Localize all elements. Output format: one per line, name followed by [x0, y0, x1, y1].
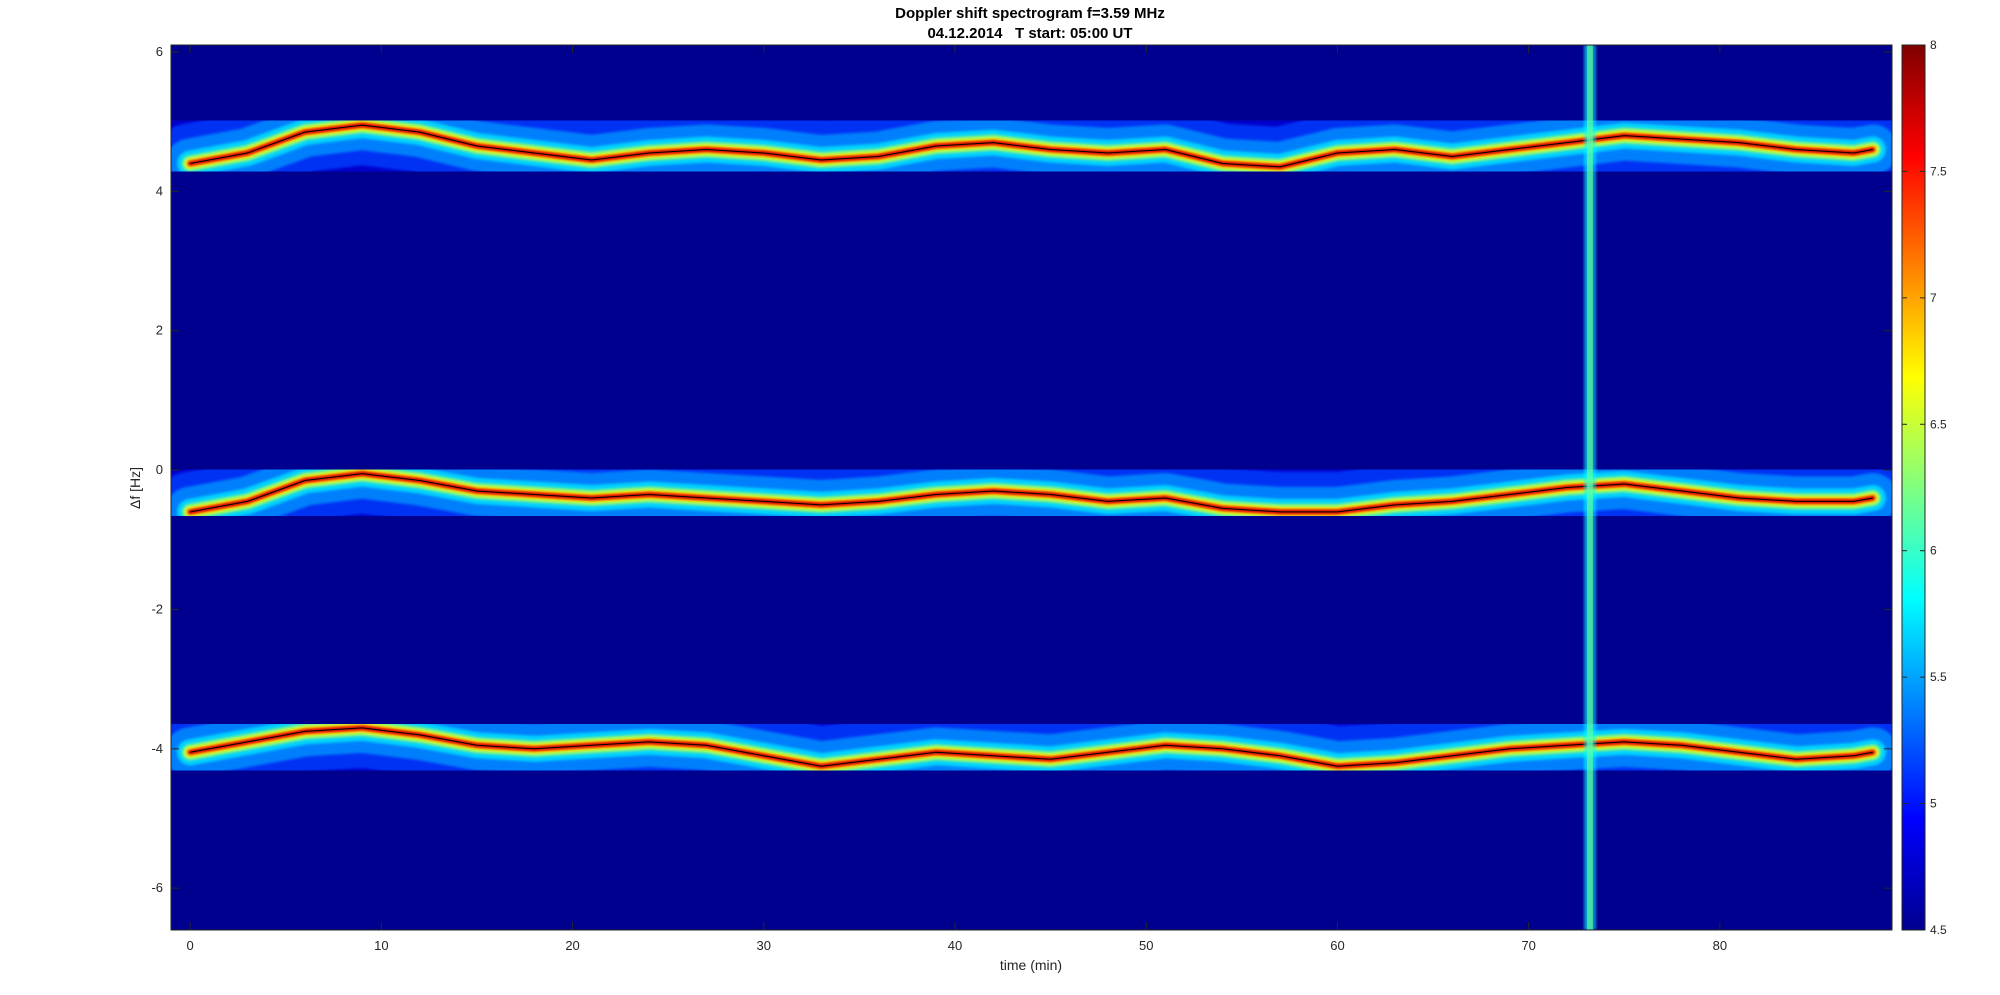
colorbar-tick-label: 7: [1930, 291, 1937, 305]
plot-frame: [170, 44, 1893, 931]
y-tick-label: 2: [156, 323, 163, 338]
chart-title: Doppler shift spectrogram f=3.59 MHz: [895, 5, 1165, 22]
interference-stripe-core: [1586, 45, 1593, 930]
y-axis-label: Δf [Hz]: [127, 467, 143, 509]
colorbar-tick-label: 8: [1930, 38, 1937, 52]
x-axis-label: time (min): [1000, 957, 1062, 973]
y-tick-label: 6: [156, 44, 163, 59]
colorbar-tick-label: 4.5: [1930, 923, 1947, 937]
y-tick-label: 4: [156, 183, 163, 198]
x-tick-label: 50: [1139, 938, 1153, 953]
y-tick-label: -6: [151, 880, 163, 895]
colorbar-tick-label: 7.5: [1930, 164, 1947, 178]
colorbar-ticks: 8 7.5 7 6.5 6 5.5 5 4.5: [1902, 38, 1947, 937]
doppler-trace-line: [190, 473, 1873, 513]
x-axis: 0 10 20 30 40 50 60 70 80: [187, 45, 1727, 953]
colorbar-tick-label: 6: [1930, 544, 1937, 558]
x-tick-label: 0: [187, 938, 194, 953]
x-tick-label: 70: [1521, 938, 1535, 953]
x-tick-label: 30: [757, 938, 771, 953]
y-axis: 6 4 2 0 -2 -4 -6: [151, 44, 1892, 895]
doppler-trace-line: [190, 124, 1873, 168]
chart-subtitle: 04.12.2014 T start: 05:00 UT: [927, 25, 1132, 42]
y-tick-label: -2: [151, 601, 163, 616]
y-tick-label: -4: [151, 741, 163, 756]
colorbar-tick-label: 5: [1930, 797, 1937, 811]
x-tick-label: 20: [565, 938, 579, 953]
colorbar: [1901, 44, 1926, 931]
colorbar-tick-label: 5.5: [1930, 670, 1947, 684]
colorbar-tick-label: 6.5: [1930, 417, 1947, 431]
x-tick-label: 10: [374, 938, 388, 953]
y-tick-label: 0: [156, 462, 163, 477]
x-tick-label: 60: [1330, 938, 1344, 953]
x-tick-label: 80: [1713, 938, 1727, 953]
spectrogram-plot-area: [171, 45, 1892, 930]
doppler-trace-line: [190, 727, 1873, 767]
x-tick-label: 40: [948, 938, 962, 953]
